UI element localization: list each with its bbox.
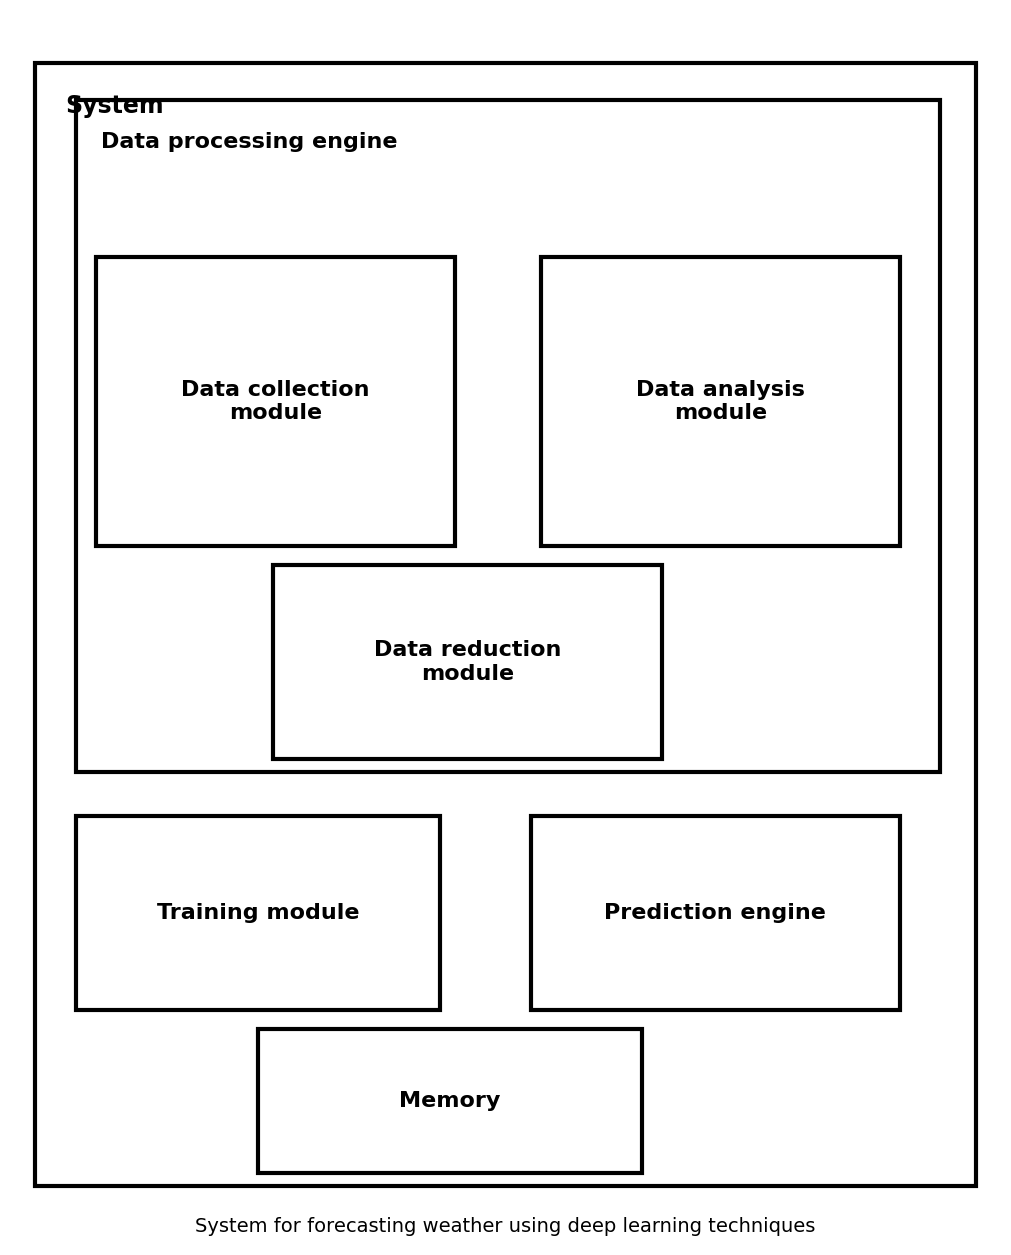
Bar bbox=[96, 257, 455, 546]
Text: Data analysis
module: Data analysis module bbox=[636, 380, 805, 423]
Bar bbox=[531, 816, 900, 1010]
Text: Data collection
module: Data collection module bbox=[181, 380, 370, 423]
Text: System for forecasting weather using deep learning techniques: System for forecasting weather using dee… bbox=[195, 1217, 816, 1236]
Bar bbox=[76, 816, 440, 1010]
Bar bbox=[273, 565, 662, 759]
Bar bbox=[258, 1029, 642, 1173]
Text: System: System bbox=[66, 94, 165, 118]
Bar bbox=[35, 63, 976, 1186]
Text: Training module: Training module bbox=[157, 904, 359, 922]
Bar bbox=[541, 257, 900, 546]
Text: Data reduction
module: Data reduction module bbox=[374, 640, 561, 684]
Text: Memory: Memory bbox=[399, 1092, 500, 1111]
Text: Data processing engine: Data processing engine bbox=[101, 132, 397, 152]
Bar bbox=[76, 100, 940, 772]
Text: Prediction engine: Prediction engine bbox=[605, 904, 826, 922]
